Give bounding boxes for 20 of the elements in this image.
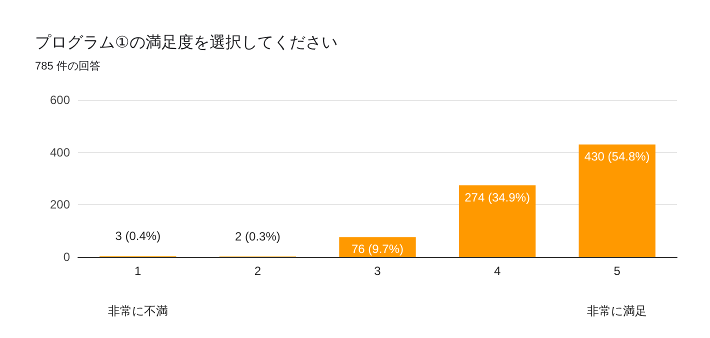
x-tick-label: 5 <box>614 264 621 278</box>
data-label: 76 (9.7%) <box>351 242 404 256</box>
data-label: 274 (34.9%) <box>464 190 530 204</box>
chart-title: プログラム①の満足度を選択してください <box>35 34 338 52</box>
y-tick-label: 600 <box>50 93 70 107</box>
chart-subtitle: 785 件の回答 <box>35 60 100 72</box>
x-tick-label: 4 <box>494 264 501 278</box>
bar <box>458 185 536 257</box>
text: 非常に不満 <box>108 304 168 318</box>
x-tick-label: 1 <box>134 264 142 278</box>
y-tick-label: 200 <box>50 198 70 212</box>
x-tick-label: 2 <box>254 264 262 278</box>
y-tick-label: 400 <box>50 145 70 160</box>
bar <box>578 144 656 257</box>
text: 非常に満足 <box>587 304 648 318</box>
data-label: 430 (54.8%) <box>584 149 650 164</box>
data-label: 3 (0.4%) <box>115 229 161 244</box>
data-label: 2 (0.3%) <box>235 229 280 244</box>
x-tick-label: 3 <box>374 264 382 278</box>
y-tick-label: 0 <box>63 250 70 264</box>
